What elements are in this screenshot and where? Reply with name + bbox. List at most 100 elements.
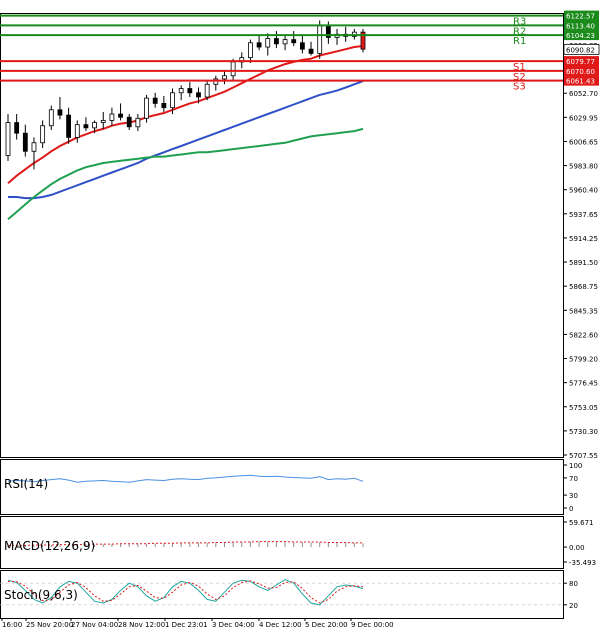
y-tick-label: 5707.55 (569, 452, 598, 460)
y-tick-label: 5937.65 (569, 211, 598, 219)
price-tag-s3 (564, 75, 599, 86)
candle (152, 92, 158, 108)
price-tag-text-s2: 6070.60 (566, 68, 595, 76)
rsi-line (7, 474, 364, 483)
candle (100, 111, 106, 129)
candle (248, 39, 253, 63)
candle-body (256, 42, 262, 48)
candle (178, 85, 184, 101)
current-price-tag (563, 43, 600, 55)
candle (222, 70, 227, 85)
panel-tick-label: 30 (569, 492, 578, 500)
candle (31, 137, 37, 170)
candle (334, 28, 340, 45)
candle-body (118, 113, 123, 118)
candle-body (135, 117, 141, 128)
price-tag-text-r2: 6113.40 (566, 22, 595, 30)
candle-body (14, 122, 20, 134)
pivot-label-r2: R2 (513, 26, 526, 37)
y-tick-label: 5776.45 (569, 380, 598, 388)
candle (161, 95, 167, 112)
x-tick-label: 9 Dec 00:00 (351, 621, 394, 629)
panel-tick-label: 0 (569, 505, 573, 513)
candle (5, 114, 11, 161)
candle-body (100, 120, 106, 123)
x-tick-label: 27 Nov 04:00 (71, 621, 118, 629)
price-tag-text-r3: 6122.57 (566, 13, 595, 21)
candle-body (308, 48, 314, 54)
candle (282, 34, 288, 51)
candle-body (92, 122, 97, 129)
panel-tick-label: 0.00 (569, 544, 585, 552)
candle (83, 117, 89, 132)
panel-tick-label: 80 (569, 580, 578, 588)
x-tick-label: 4 Dec 12:00 (259, 621, 302, 629)
candle (14, 114, 20, 140)
candle-body (196, 92, 201, 98)
x-tick-label: 25 Nov 20:00 (26, 621, 73, 629)
candle-body (265, 38, 271, 48)
candle-body (31, 142, 37, 152)
candle (256, 35, 262, 51)
y-tick-label: 5730.30 (569, 428, 598, 436)
candle (291, 31, 297, 46)
panel-tick-label: 20 (569, 602, 578, 610)
pivot-label-r3: R3 (513, 17, 526, 28)
candle-body (204, 83, 210, 98)
pivot-label-s3: S3 (513, 82, 526, 93)
candle-body (299, 42, 305, 50)
panel-tick-label: 70 (569, 475, 578, 483)
candle-body (230, 61, 236, 77)
pivot-label-r1: R1 (513, 36, 526, 47)
x-tick-label: 1 Dec 23:01 (165, 621, 208, 629)
panel-frame-3 (0, 570, 564, 619)
current-price-text: 6090.82 (566, 46, 595, 54)
panel-tick-label: 59.671 (569, 519, 594, 527)
candle (360, 28, 366, 53)
candle-body (187, 88, 193, 94)
candle-body (83, 124, 89, 129)
price-tag-r1 (564, 30, 599, 41)
candle (187, 82, 193, 98)
candle (92, 120, 97, 134)
candle-body (22, 132, 28, 152)
candle-body (144, 97, 149, 119)
x-tick-label: 28 Nov 12:00 (118, 621, 165, 629)
y-tick-label: 5960.40 (569, 187, 598, 195)
candle (274, 31, 279, 49)
macd-signal-line (8, 541, 363, 546)
candle-body (66, 114, 72, 138)
candle-body (248, 42, 253, 59)
candle-body (161, 103, 167, 109)
candle-body (40, 125, 46, 144)
panel-tick-label: 100 (569, 462, 582, 470)
candle (126, 114, 132, 130)
candle (57, 97, 63, 120)
y-tick-label: 5753.05 (569, 404, 598, 412)
candle-body (291, 39, 297, 44)
candle (109, 107, 115, 126)
price-tag-r2 (564, 20, 599, 31)
price-tag-r3 (564, 10, 599, 21)
candle (40, 120, 46, 149)
y-tick-label: 5868.75 (569, 283, 598, 291)
y-tick-label: 5983.80 (569, 163, 598, 171)
x-tick-label: 3 Dec 04:00 (212, 621, 255, 629)
panel-frame-1 (0, 459, 564, 515)
candle-body (360, 31, 366, 50)
candle (265, 33, 271, 56)
y-tick-label: 5799.20 (569, 356, 598, 364)
candle (196, 87, 201, 104)
candle-body (282, 39, 288, 45)
price-tag-s1 (564, 56, 599, 67)
candle-body (48, 109, 54, 127)
candle-body (74, 124, 80, 138)
y-tick-label: 5845.35 (569, 307, 598, 315)
panel-tick-label: -35.493 (569, 559, 596, 567)
pivot-label-s1: S1 (513, 62, 526, 73)
candle (66, 107, 72, 144)
candle-body (317, 25, 323, 54)
price-tag-s2 (564, 65, 599, 76)
moving-average-line-2 (8, 80, 364, 200)
